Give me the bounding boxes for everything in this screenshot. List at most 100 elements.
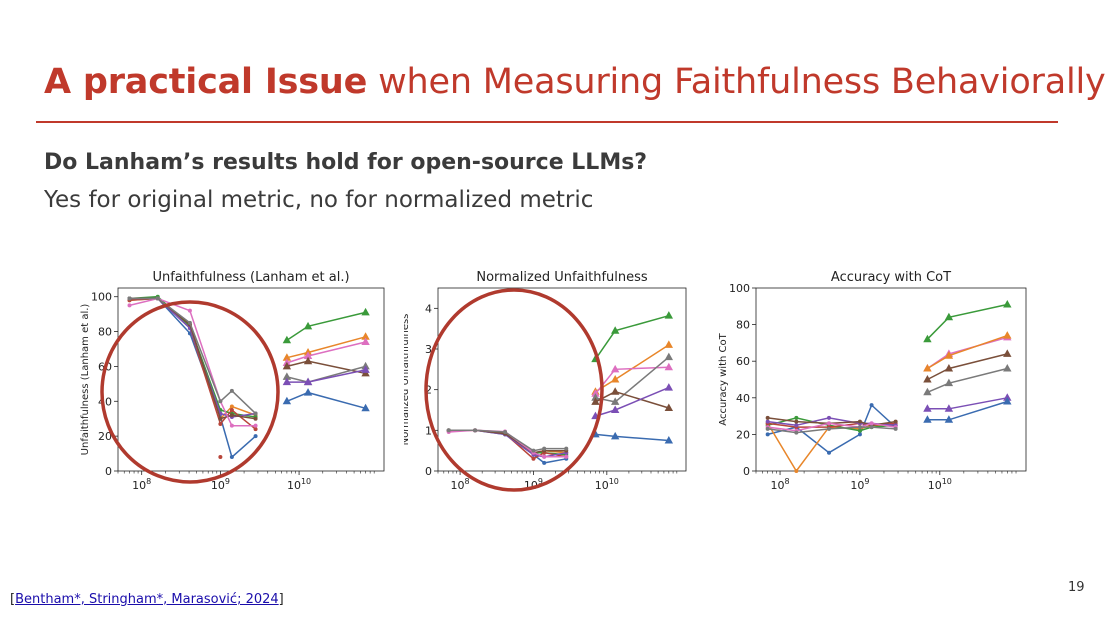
data-point-triangle bbox=[361, 365, 370, 373]
data-point-triangle bbox=[610, 405, 620, 413]
data-point-triangle bbox=[944, 404, 954, 412]
data-point-circle bbox=[187, 320, 192, 325]
data-point-circle bbox=[794, 469, 799, 473]
data-point-triangle bbox=[303, 351, 313, 359]
highlight-circle bbox=[100, 300, 280, 484]
data-point-circle bbox=[794, 423, 799, 428]
series-line bbox=[129, 297, 257, 415]
series-line bbox=[448, 429, 567, 452]
data-point-triangle bbox=[591, 397, 600, 405]
data-point-circle bbox=[542, 460, 547, 465]
series-line bbox=[767, 403, 897, 454]
data-point-triangle bbox=[923, 375, 932, 383]
x-tick-label: 109 bbox=[211, 477, 230, 492]
y-axis-label: Normalized Unfaithfulness bbox=[404, 314, 411, 446]
data-point-triangle bbox=[944, 364, 954, 372]
series-blue-triangle bbox=[923, 396, 1012, 423]
series-gray-circle bbox=[765, 425, 898, 435]
y-tick-label: 0 bbox=[425, 465, 432, 478]
series-line bbox=[286, 341, 366, 364]
highlight-circle bbox=[424, 288, 604, 492]
chart-svg: Accuracy with CoT Accuracy with CoT 0 20 40 6… bbox=[718, 270, 1027, 492]
data-point-triangle bbox=[1003, 331, 1012, 339]
data-point-triangle bbox=[282, 353, 292, 361]
data-point-triangle bbox=[610, 431, 620, 440]
data-point-circle bbox=[857, 419, 862, 424]
chart-svg: Unfaithfulness (Lanham et al.) Unfaithful… bbox=[80, 270, 385, 492]
series-gray-triangle bbox=[923, 364, 1012, 396]
data-point-triangle bbox=[1003, 396, 1012, 405]
data-point-circle bbox=[857, 432, 862, 437]
data-point-circle bbox=[826, 415, 831, 420]
series-green-triangle bbox=[591, 311, 674, 363]
data-point-triangle bbox=[610, 387, 620, 395]
data-point-triangle bbox=[1003, 349, 1012, 357]
y-tick-label: 100 bbox=[729, 282, 750, 295]
series-line bbox=[927, 353, 1008, 381]
y-tick-label: 0 bbox=[743, 465, 750, 478]
series-blue-triangle bbox=[282, 388, 370, 412]
data-point-triangle bbox=[923, 334, 932, 343]
data-point-circle bbox=[229, 404, 234, 409]
data-point-circle bbox=[229, 388, 234, 393]
y-tick-label: 0 bbox=[105, 465, 112, 478]
data-point-circle bbox=[869, 403, 874, 408]
series-line bbox=[927, 400, 1008, 421]
data-point-circle bbox=[503, 429, 508, 434]
data-point-circle bbox=[893, 419, 898, 424]
data-point-circle bbox=[893, 426, 898, 431]
data-point-circle bbox=[765, 415, 770, 420]
data-point-circle bbox=[229, 455, 234, 460]
data-point-circle bbox=[826, 421, 831, 426]
series-line bbox=[595, 386, 670, 417]
data-point-triangle bbox=[610, 375, 620, 383]
data-point-triangle bbox=[303, 377, 313, 386]
series-line bbox=[286, 311, 366, 341]
series-brown-circle bbox=[446, 428, 569, 455]
data-point-circle bbox=[229, 408, 234, 412]
slide-title: A practical Issue when Measuring Faithfu… bbox=[44, 62, 1106, 102]
series-blue-triangle bbox=[591, 429, 674, 444]
plot-frame bbox=[117, 287, 385, 472]
data-point-triangle bbox=[361, 332, 370, 340]
data-point-circle bbox=[826, 450, 831, 455]
data-point-circle bbox=[253, 427, 258, 432]
data-point-circle bbox=[531, 456, 536, 461]
data-point-triangle bbox=[282, 372, 292, 380]
data-point-circle bbox=[857, 428, 862, 433]
series-green-triangle bbox=[282, 307, 370, 344]
citation-link[interactable]: Bentham*, Stringham*, Marasović; 2024 bbox=[15, 592, 279, 607]
series-line bbox=[767, 422, 896, 432]
data-point-triangle bbox=[303, 356, 313, 365]
x-tick-label: 1010 bbox=[928, 477, 952, 492]
data-point-circle bbox=[826, 426, 831, 431]
data-point-triangle bbox=[664, 340, 674, 348]
data-point-triangle bbox=[923, 387, 932, 396]
series-line bbox=[927, 397, 1008, 410]
series-orange-triangle bbox=[923, 331, 1012, 372]
data-point-circle bbox=[564, 454, 569, 459]
y-tick-label: 3 bbox=[425, 343, 432, 356]
slide-subline: Yes for original metric, no for normaliz… bbox=[44, 187, 594, 213]
citation-open-bracket: [ bbox=[10, 592, 16, 607]
data-point-triangle bbox=[664, 403, 674, 411]
x-tick-label: 108 bbox=[132, 477, 151, 492]
data-point-circle bbox=[155, 296, 160, 301]
series-line bbox=[767, 423, 896, 473]
series-green-triangle bbox=[923, 299, 1012, 343]
series-line bbox=[286, 360, 366, 375]
slide-subtitle: Do Lanham’s results hold for open-source… bbox=[44, 150, 648, 175]
data-point-circle bbox=[794, 419, 799, 424]
x-tick-label: 108 bbox=[770, 477, 789, 492]
y-tick-label: 80 bbox=[98, 326, 112, 339]
series-line bbox=[927, 367, 1008, 393]
data-point-circle bbox=[542, 446, 547, 451]
x-tick-label: 1010 bbox=[595, 477, 619, 492]
y-tick-label: 60 bbox=[736, 355, 750, 368]
data-point-circle bbox=[446, 428, 451, 433]
data-point-triangle bbox=[303, 388, 313, 396]
x-tick-label: 109 bbox=[850, 477, 869, 492]
data-point-triangle bbox=[282, 377, 292, 386]
data-point-triangle bbox=[1003, 299, 1012, 308]
data-point-triangle bbox=[664, 383, 674, 391]
